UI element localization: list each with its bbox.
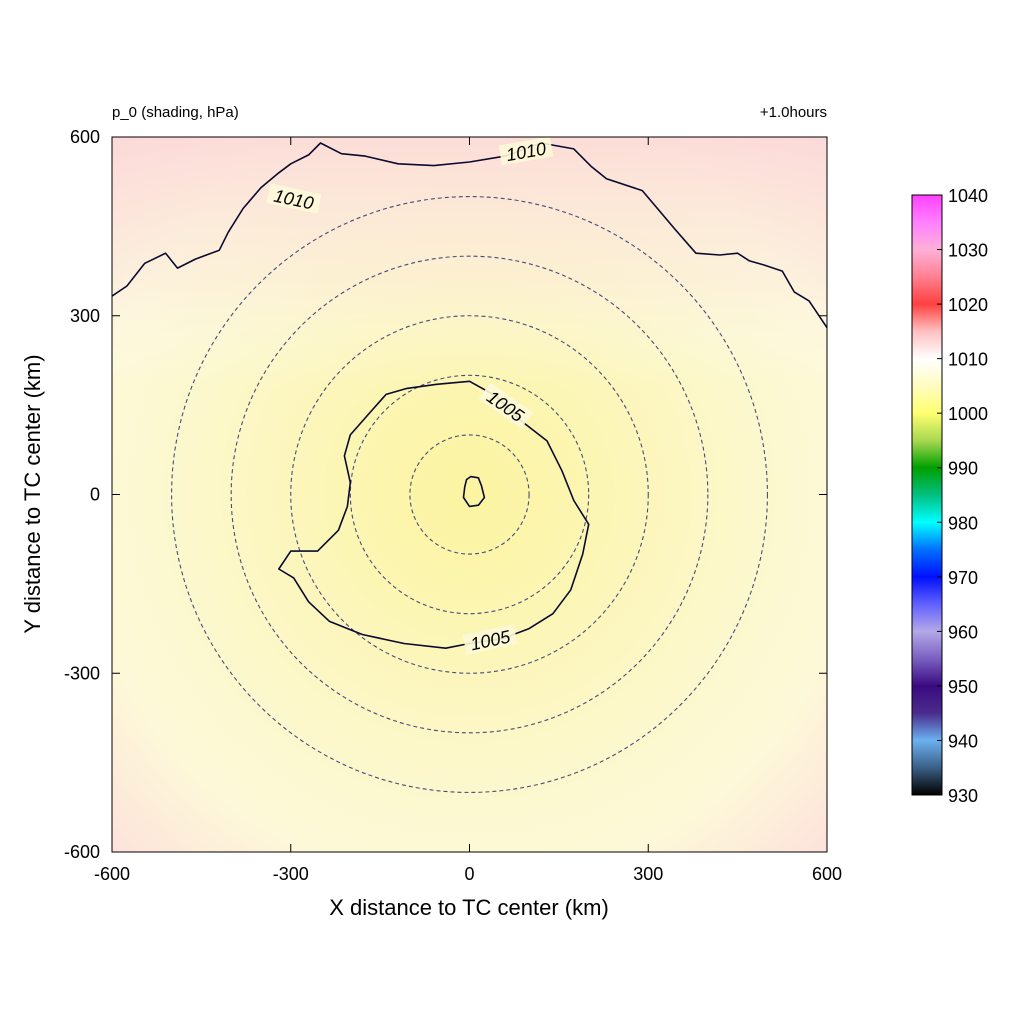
colorbar-label: 960	[948, 622, 978, 642]
colorbar-label: 950	[948, 677, 978, 697]
reference-circle-400km	[230, 255, 709, 734]
reference-circle-300km	[290, 315, 649, 674]
contour-label-bg	[266, 183, 322, 214]
northern-high-pressure-tint	[112, 137, 827, 852]
reference-circle-500km	[171, 196, 768, 793]
chart-title-left: p_0 (shading, hPa)	[112, 104, 239, 121]
chart-title-right: +1.0hours	[760, 104, 827, 121]
colorbar-label: 980	[948, 513, 978, 533]
reference-circle-100km	[409, 434, 530, 555]
colorbar-label: 970	[948, 568, 978, 588]
contour-label-bg	[478, 382, 533, 429]
contour-label-bg	[498, 137, 554, 166]
x-tick-label: -300	[273, 864, 309, 884]
x-tick-label: 600	[812, 864, 842, 884]
y-tick-label: 300	[70, 306, 100, 326]
colorbar-label: 930	[948, 786, 978, 806]
y-tick-label: 600	[70, 127, 100, 147]
x-axis-title: X distance to TC center (km)	[329, 895, 609, 920]
contour-1010	[112, 142, 827, 329]
colorbar-label: 1020	[948, 295, 988, 315]
colorbar-label: 1040	[948, 186, 988, 206]
contour-label-bg	[462, 624, 518, 655]
x-tick-label: -600	[94, 864, 130, 884]
colorbar-label: 990	[948, 459, 978, 479]
colorbar-labels: 1040 1030 1020 1010 1000 990 980 970 960 950 940 93…	[937, 186, 988, 806]
y-tick-label: -300	[64, 663, 100, 683]
colorbar-bar	[911, 194, 943, 796]
colorbar-label: 940	[948, 731, 978, 751]
colorbar: 1040 1030 1020 1010 1000 990 980 970 960 950 940 93…	[911, 186, 988, 806]
y-axis-title: Y distance to TC center (km)	[20, 354, 45, 633]
y-axis-ticks: 600 300 0 -300 -600	[64, 127, 827, 862]
contour-1002	[462, 475, 486, 508]
colorbar-label: 1000	[948, 404, 988, 424]
y-tick-label: 0	[90, 485, 100, 505]
colorbar-label: 1030	[948, 241, 988, 261]
x-tick-label: 0	[464, 864, 474, 884]
reference-circles	[171, 196, 768, 793]
x-axis-ticks: -600 -300 0 300 600	[94, 137, 842, 884]
y-tick-label: -600	[64, 842, 100, 862]
x-tick-label: 300	[633, 864, 663, 884]
colorbar-label: 1010	[948, 350, 988, 370]
reference-circle-200km	[349, 374, 590, 615]
